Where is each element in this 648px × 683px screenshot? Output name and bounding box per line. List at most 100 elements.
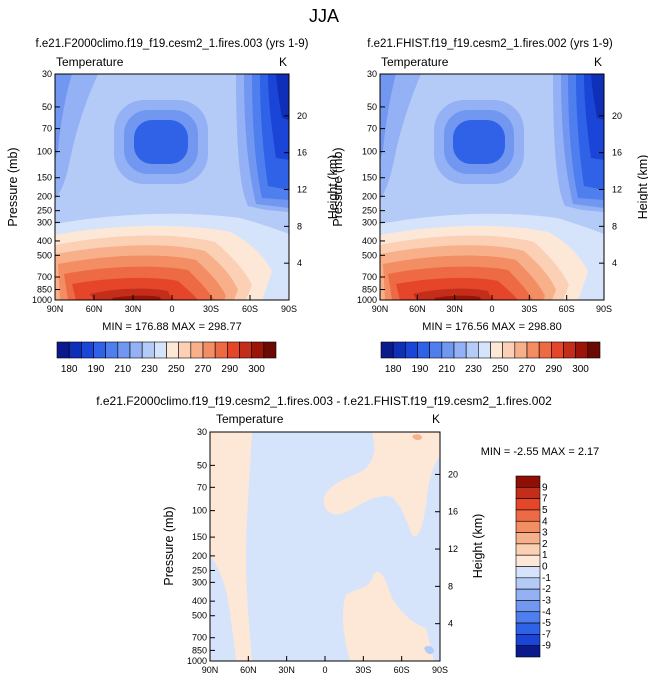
y-tick-label: 700 (37, 272, 52, 282)
y-tick-label: 400 (37, 236, 52, 246)
y-tick-label: 200 (192, 551, 207, 561)
x-tick-label: 30N (278, 665, 295, 675)
x-tick-label: 90N (202, 665, 219, 675)
colorbar-label: 230 (141, 364, 158, 375)
panel-3-units: K (432, 412, 440, 426)
panel-1-ylabel-right: Height (km) (326, 155, 340, 220)
page-title: JJA (309, 6, 339, 26)
colorbar-label: 2 (542, 539, 548, 550)
y-tick-label: 100 (362, 147, 377, 157)
x-tick-label: 60S (559, 304, 575, 314)
colorbar-label: 7 (542, 494, 548, 505)
panel-2-x-axis: 90N 60N 30N 0 30S 60S 90S (372, 295, 612, 314)
y-tick-label: 300 (192, 577, 207, 587)
colorbar-box (515, 600, 541, 613)
panel-2-contours (380, 74, 604, 300)
y-tick-label: 150 (37, 173, 52, 183)
colorbar-box (587, 341, 601, 359)
colorbar-box (239, 341, 252, 359)
contour-spot-pos (412, 434, 422, 441)
colorbar-label: 180 (385, 364, 402, 375)
colorbar-label: 290 (545, 364, 562, 375)
panel-3-stats: MIN = -2.55 MAX = 2.17 (481, 446, 600, 458)
x-tick-label: 30S (355, 665, 371, 675)
y-tick-label: 50 (367, 102, 377, 112)
y-tick-label: 700 (362, 272, 377, 282)
colorbar-box (575, 341, 589, 359)
colorbar-box (141, 341, 155, 359)
panel-3-x-axis: 90N 60N 30N 0 30S 60S 90S (202, 656, 448, 675)
panel-1-title: f.e21.F2000climo.f19_f19.cesm2_1.fires.0… (36, 38, 309, 50)
right-tick-label: 8 (448, 581, 453, 591)
right-tick-label: 12 (448, 544, 458, 554)
colorbar-box (202, 341, 216, 359)
y-tick-label: 250 (192, 565, 207, 575)
colorbar-box (551, 341, 564, 359)
x-tick-label: 60N (409, 304, 426, 314)
y-tick-label: 400 (362, 236, 377, 246)
x-tick-label: 60N (86, 304, 103, 314)
x-tick-label: 90N (372, 304, 389, 314)
colorbar-label: 0 (542, 562, 548, 573)
x-tick-label: 0 (169, 304, 174, 314)
colorbar-label: 270 (195, 364, 212, 375)
colorbar-box (515, 577, 541, 590)
colorbar-box (117, 341, 131, 359)
right-tick-label: 20 (612, 111, 622, 121)
right-tick-label: 16 (612, 148, 622, 158)
colorbar-label: -4 (542, 607, 551, 618)
x-tick-label: 90S (281, 304, 297, 314)
contour-band-neg-sw (210, 592, 226, 661)
panel-1-units: K (279, 55, 287, 69)
colorbar-box (515, 554, 541, 567)
colorbar-box (515, 634, 541, 646)
colorbar-label: 190 (412, 364, 429, 375)
panel-2-right-axis: 4 8 12 16 20 (599, 111, 622, 268)
colorbar-box (515, 487, 541, 499)
colorbar-box (538, 341, 552, 359)
y-tick-label: 300 (362, 217, 377, 227)
colorbar-box (478, 341, 491, 359)
y-tick-label: 30 (42, 69, 52, 79)
panel-1-x-axis: 90N 60N 30N 0 30S 60S 90S (47, 295, 297, 314)
y-tick-label: 700 (192, 633, 207, 643)
y-tick-label: 250 (37, 206, 52, 216)
panel-3-left-label: Temperature (216, 412, 284, 426)
colorbar-label: 250 (168, 364, 185, 375)
colorbar-box (441, 341, 455, 359)
contour-band-220 (55, 74, 98, 200)
colorbar-box (405, 341, 418, 359)
colorbar-box (263, 341, 277, 359)
x-tick-label: 30N (125, 304, 142, 314)
colorbar-label: -1 (542, 573, 551, 584)
x-tick-label: 60S (242, 304, 258, 314)
contour-spot-neg (424, 645, 434, 655)
contour-band-175-sh (591, 74, 604, 120)
panel-1-right-axis: 4 8 12 16 20 (284, 111, 307, 268)
colorbar-label: 270 (519, 364, 536, 375)
colorbar-box (515, 498, 541, 511)
y-tick-label: 70 (197, 482, 207, 492)
y-tick-label: 70 (367, 124, 377, 134)
colorbar-box (502, 341, 516, 359)
colorbar-box (380, 341, 394, 359)
colorbar-box (515, 611, 541, 624)
contour-band-175-sh (276, 74, 289, 120)
colorbar-box (429, 341, 443, 359)
colorbar-label: 1 (542, 550, 548, 561)
colorbar-box (465, 341, 479, 359)
colorbar-label: 3 (542, 528, 548, 539)
right-tick-label: 4 (448, 619, 453, 629)
right-tick-label: 12 (297, 185, 307, 195)
colorbar-label: 9 (542, 482, 548, 493)
y-tick-label: 200 (362, 191, 377, 201)
right-tick-label: 20 (297, 111, 307, 121)
colorbar-box (251, 341, 265, 359)
x-tick-label: 30S (521, 304, 537, 314)
colorbar-label: 4 (542, 516, 548, 527)
contour-band-210 (380, 74, 396, 160)
panel-2-ylabel-right: Height (km) (636, 155, 648, 220)
right-tick-label: 4 (297, 258, 302, 268)
y-tick-label: 1000 (357, 295, 377, 305)
